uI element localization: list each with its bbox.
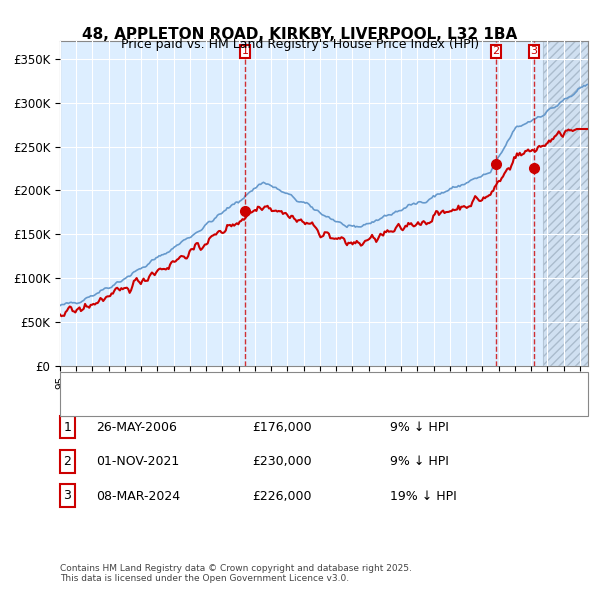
Text: £226,000: £226,000 [252, 490, 311, 503]
Text: HPI: Average price, detached house, Knowsley: HPI: Average price, detached house, Know… [118, 399, 360, 408]
Text: £176,000: £176,000 [252, 421, 311, 434]
Text: 48, APPLETON ROAD, KIRKBY, LIVERPOOL, L32 1BA (detached house): 48, APPLETON ROAD, KIRKBY, LIVERPOOL, L3… [118, 379, 478, 389]
Text: 2: 2 [64, 455, 71, 468]
Text: 19% ↓ HPI: 19% ↓ HPI [390, 490, 457, 503]
Text: 2: 2 [493, 46, 499, 56]
Text: Price paid vs. HM Land Registry's House Price Index (HPI): Price paid vs. HM Land Registry's House … [121, 38, 479, 51]
Bar [542, 41, 588, 366]
Text: 1: 1 [242, 46, 249, 56]
Text: HPI: Average price, detached house, Knowsley: HPI: Average price, detached house, Know… [118, 399, 360, 408]
Text: 08-MAR-2024: 08-MAR-2024 [96, 490, 180, 503]
Text: £230,000: £230,000 [252, 455, 311, 468]
Text: 48, APPLETON ROAD, KIRKBY, LIVERPOOL, L32 1BA (detached house): 48, APPLETON ROAD, KIRKBY, LIVERPOOL, L3… [118, 379, 478, 389]
Text: 3: 3 [64, 489, 71, 502]
Text: 9% ↓ HPI: 9% ↓ HPI [390, 421, 449, 434]
Text: 26-MAY-2006: 26-MAY-2006 [96, 421, 177, 434]
Text: 01-NOV-2021: 01-NOV-2021 [96, 455, 179, 468]
Text: 48, APPLETON ROAD, KIRKBY, LIVERPOOL, L32 1BA: 48, APPLETON ROAD, KIRKBY, LIVERPOOL, L3… [82, 27, 518, 41]
Text: 1: 1 [64, 421, 71, 434]
Text: Contains HM Land Registry data © Crown copyright and database right 2025.
This d: Contains HM Land Registry data © Crown c… [60, 563, 412, 583]
Bar [542, 41, 588, 366]
Text: 9% ↓ HPI: 9% ↓ HPI [390, 455, 449, 468]
Text: 3: 3 [530, 46, 538, 56]
